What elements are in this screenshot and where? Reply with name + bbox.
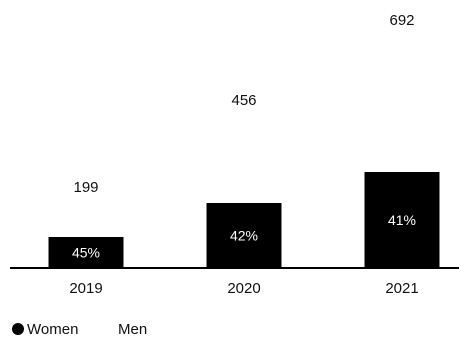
bar-total-label-2020: 456 (231, 92, 256, 109)
legend-marker-women (12, 323, 24, 335)
x-tick-label-2019: 2019 (69, 280, 102, 297)
x-axis-ticks: 2019 2020 2021 (69, 280, 418, 297)
bar-share-label-2021: 41% (388, 212, 416, 228)
legend: Women Men (12, 321, 147, 338)
bar-total-label-2021: 692 (389, 12, 414, 29)
bar-share-label-2019: 45% (72, 245, 100, 261)
x-tick-label-2021: 2021 (385, 280, 418, 297)
legend-item-women: Women (12, 321, 78, 338)
legend-label-women: Women (27, 321, 78, 338)
bar-total-label-2019: 199 (73, 179, 98, 196)
legend-item-men: Men (118, 321, 147, 338)
x-tick-label-2020: 2020 (227, 280, 260, 297)
bars-layer (48, 172, 440, 268)
bar-share-label-2020: 42% (230, 228, 258, 244)
bar-2019 (48, 237, 124, 268)
bar-2020 (206, 203, 282, 268)
bar-2021 (364, 172, 440, 268)
legend-label-men: Men (118, 321, 147, 338)
labels-layer: 45% 199 42% 456 41% 692 (72, 12, 416, 261)
